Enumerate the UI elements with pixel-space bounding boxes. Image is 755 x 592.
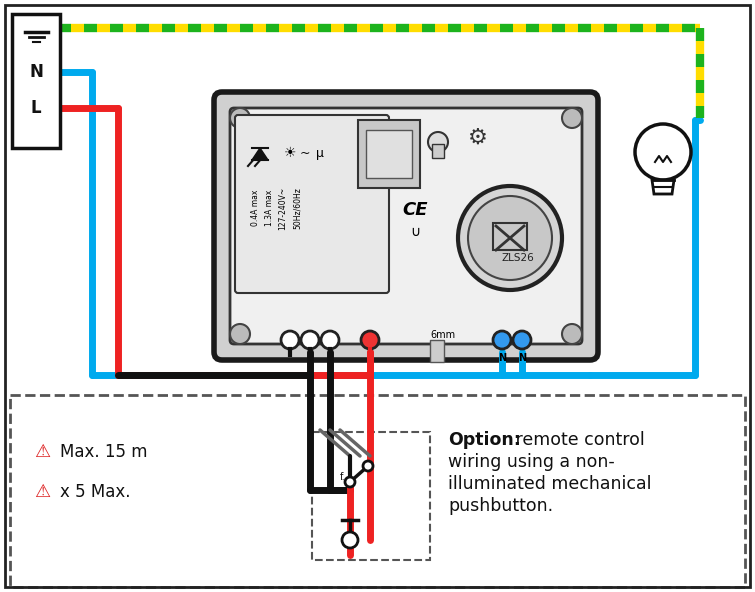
Text: 127-240V~: 127-240V~ bbox=[279, 186, 288, 230]
Text: ☀: ☀ bbox=[284, 146, 296, 160]
Circle shape bbox=[562, 324, 582, 344]
Text: f.: f. bbox=[340, 472, 346, 482]
Text: ⚙: ⚙ bbox=[468, 128, 488, 148]
Text: illuminated mechanical: illuminated mechanical bbox=[448, 475, 652, 493]
Bar bbox=[493, 223, 527, 250]
Circle shape bbox=[281, 331, 299, 349]
Bar bbox=[312, 432, 430, 560]
FancyBboxPatch shape bbox=[230, 108, 582, 344]
Circle shape bbox=[468, 196, 552, 280]
Circle shape bbox=[635, 124, 691, 180]
Text: N: N bbox=[518, 353, 526, 363]
Polygon shape bbox=[652, 180, 674, 194]
Text: Max. 15 m: Max. 15 m bbox=[60, 443, 147, 461]
Circle shape bbox=[230, 324, 250, 344]
Circle shape bbox=[321, 331, 339, 349]
Text: ZLS26: ZLS26 bbox=[501, 253, 535, 263]
Text: remote control: remote control bbox=[510, 431, 645, 449]
Circle shape bbox=[361, 331, 379, 349]
Circle shape bbox=[493, 331, 511, 349]
Text: L: L bbox=[31, 99, 42, 117]
Bar bbox=[432, 144, 444, 158]
Text: ∪: ∪ bbox=[410, 225, 420, 239]
Text: pushbutton.: pushbutton. bbox=[448, 497, 553, 515]
Text: 1.3A max: 1.3A max bbox=[264, 190, 273, 226]
Bar bbox=[12, 14, 60, 148]
Circle shape bbox=[363, 461, 373, 471]
Text: Option:: Option: bbox=[448, 431, 521, 449]
Text: N: N bbox=[498, 353, 506, 363]
Circle shape bbox=[458, 186, 562, 290]
Circle shape bbox=[230, 108, 250, 128]
Circle shape bbox=[562, 108, 582, 128]
Circle shape bbox=[342, 532, 358, 548]
Text: N: N bbox=[29, 63, 43, 81]
FancyBboxPatch shape bbox=[214, 92, 598, 360]
Circle shape bbox=[428, 132, 448, 152]
Bar bbox=[430, 340, 444, 362]
Text: ⚠: ⚠ bbox=[34, 483, 50, 501]
Bar bbox=[366, 130, 412, 178]
Text: 50Hz/60Hz: 50Hz/60Hz bbox=[292, 187, 301, 229]
Text: ~: ~ bbox=[300, 146, 310, 159]
Text: 0.4A max: 0.4A max bbox=[251, 190, 260, 226]
Text: 6mm: 6mm bbox=[430, 330, 455, 340]
Text: wiring using a non-: wiring using a non- bbox=[448, 453, 615, 471]
Text: μ: μ bbox=[316, 146, 324, 159]
Circle shape bbox=[345, 477, 355, 487]
FancyBboxPatch shape bbox=[235, 115, 389, 293]
Circle shape bbox=[301, 331, 319, 349]
Polygon shape bbox=[252, 148, 268, 160]
Circle shape bbox=[513, 331, 531, 349]
Text: ⚠: ⚠ bbox=[34, 443, 50, 461]
Bar bbox=[10, 395, 745, 587]
Text: CE: CE bbox=[402, 201, 428, 219]
Bar bbox=[358, 120, 420, 188]
Text: x 5 Max.: x 5 Max. bbox=[60, 483, 131, 501]
